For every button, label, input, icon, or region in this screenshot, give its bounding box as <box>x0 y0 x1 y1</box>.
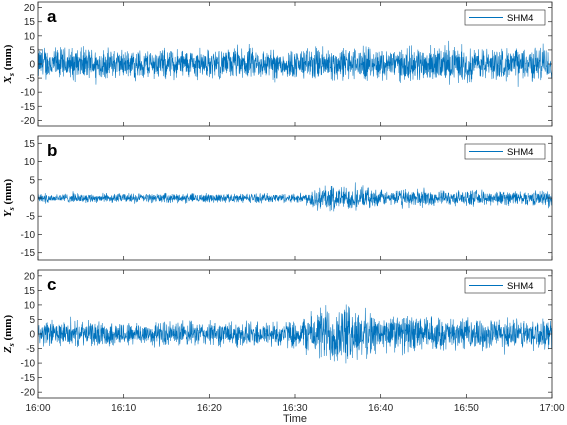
y-tick-label: 0 <box>29 60 35 71</box>
y-tick-label: -5 <box>26 344 35 355</box>
y-axis-label-main: X <box>2 75 14 84</box>
series-line-shm4 <box>38 182 552 212</box>
y-tick-label: -15 <box>21 102 36 113</box>
y-tick-label: 0 <box>29 330 35 341</box>
x-tick-label: 17:00 <box>539 403 564 414</box>
x-tick-label: 16:10 <box>111 403 136 414</box>
y-tick-label: 20 <box>24 3 36 14</box>
y-axis-label-main: Y <box>2 209 14 217</box>
panel-b: -15 -10 -5 0 5 10 15 b SHM4 Ys (mm) <box>2 135 553 261</box>
legend-box <box>464 143 546 160</box>
y-axis-label: Xs (mm) <box>2 44 16 84</box>
y-axis-label: Ys (mm) <box>2 179 16 218</box>
y-axis-label-main: Z <box>2 346 14 354</box>
panel-letter: b <box>47 141 57 160</box>
y-tick-label: 0 <box>29 194 35 205</box>
y-tick-label: -20 <box>21 388 36 399</box>
y-tick-label: 15 <box>24 286 36 297</box>
legend-box <box>464 9 546 26</box>
y-tick-label: 15 <box>24 139 36 150</box>
series-line-shm4 <box>38 40 552 87</box>
legend-label: SHM4 <box>507 147 533 158</box>
y-tick-label: -20 <box>21 116 36 127</box>
x-axis-label: Time <box>283 413 307 425</box>
y-tick-label: 10 <box>24 157 36 168</box>
y-tick-label: -10 <box>21 230 36 241</box>
legend: SHM4 <box>464 277 546 294</box>
x-tick-label: 16:50 <box>454 403 479 414</box>
panel-letter: c <box>47 275 56 294</box>
legend: SHM4 <box>464 9 546 26</box>
y-tick-label: 15 <box>24 17 36 28</box>
y-tick-label: -10 <box>21 88 36 99</box>
x-tick-label: 16:40 <box>368 403 393 414</box>
y-axis-label-unit: (mm) <box>2 44 14 73</box>
y-tick-label: 5 <box>29 175 35 186</box>
y-tick-label: 5 <box>29 315 35 326</box>
x-tick-label: 16:30 <box>282 403 307 414</box>
y-tick-label: -5 <box>26 74 35 85</box>
y-tick-label: 5 <box>29 45 35 56</box>
legend-label: SHM4 <box>507 13 533 24</box>
legend: SHM4 <box>464 143 546 160</box>
y-tick-label: -5 <box>26 212 35 223</box>
y-axis-label-unit: (mm) <box>2 315 14 344</box>
y-tick-label: 10 <box>24 31 36 42</box>
legend-label: SHM4 <box>507 281 533 292</box>
y-axis-label: Zs (mm) <box>2 315 16 355</box>
x-tick-label: 16:20 <box>197 403 222 414</box>
panel-letter: a <box>47 7 57 26</box>
x-tick-label: 16:00 <box>25 403 50 414</box>
y-tick-label: -15 <box>21 248 36 259</box>
y-tick-label: -10 <box>21 359 36 370</box>
y-axis-label-sub: s <box>7 73 16 77</box>
y-tick-label: 10 <box>24 300 36 311</box>
y-axis-label-sub: s <box>7 207 16 211</box>
series-line-shm4 <box>38 304 552 364</box>
y-axis-label-sub: s <box>7 343 16 347</box>
legend-box <box>464 277 546 294</box>
y-tick-label: 20 <box>24 271 36 282</box>
panel-c: -20 -15 -10 -5 0 5 10 15 20 c SHM4 Zs (mm) <box>2 269 553 399</box>
y-axis-label-unit: (mm) <box>2 179 14 208</box>
panel-a: -20 -15 -10 -5 0 5 10 15 20 a SHM4 Xs (mm) <box>2 1 553 127</box>
y-tick-label: -15 <box>21 373 36 384</box>
